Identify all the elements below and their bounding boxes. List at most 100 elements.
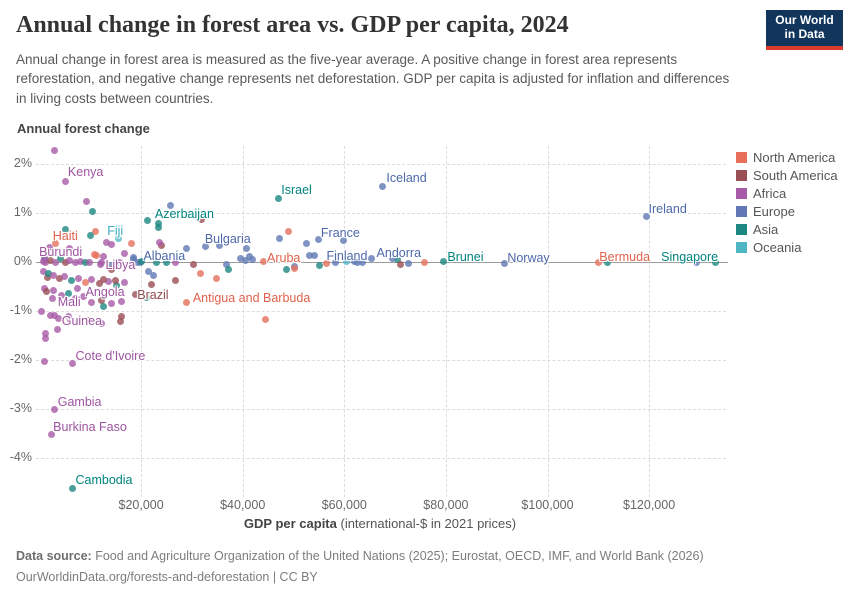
country-label-norway[interactable]: Norway — [507, 250, 550, 265]
data-point[interactable] — [100, 302, 107, 310]
data-point-burkina-faso[interactable] — [47, 430, 55, 438]
data-point[interactable] — [693, 258, 701, 266]
data-point[interactable] — [196, 269, 204, 277]
data-point[interactable] — [143, 294, 151, 302]
data-point[interactable] — [64, 313, 72, 321]
data-point[interactable] — [49, 286, 57, 294]
data-point[interactable] — [358, 258, 366, 266]
data-point[interactable] — [81, 278, 89, 286]
country-label-gambia[interactable]: Gambia — [57, 395, 102, 409]
country-label-iceland[interactable]: Iceland — [386, 171, 427, 186]
data-point[interactable] — [284, 228, 292, 236]
data-point[interactable] — [61, 272, 69, 280]
data-point-cambodia[interactable] — [69, 484, 77, 492]
legend-item-oceania[interactable]: Oceania — [736, 238, 838, 256]
data-point-brunei[interactable] — [439, 257, 447, 265]
data-point[interactable] — [183, 244, 191, 252]
data-point[interactable] — [128, 240, 136, 248]
country-label-bermuda[interactable]: Bermuda — [599, 250, 651, 264]
data-point[interactable] — [241, 256, 249, 264]
data-point[interactable] — [43, 288, 51, 296]
data-point-burundi[interactable] — [40, 254, 48, 262]
data-point[interactable] — [46, 244, 54, 252]
country-label-azerbaijan[interactable]: Azerbaijan — [154, 206, 214, 221]
country-label-cote-d-ivoire[interactable]: Cote d'Ivoire — [75, 348, 146, 363]
data-point[interactable] — [282, 266, 290, 274]
country-label-bulgaria[interactable]: Bulgaria — [204, 231, 251, 246]
data-point[interactable] — [113, 282, 121, 290]
data-point[interactable] — [54, 315, 62, 323]
data-point[interactable] — [121, 279, 129, 287]
data-point[interactable] — [97, 320, 105, 328]
data-point[interactable] — [342, 257, 350, 265]
data-point[interactable] — [41, 357, 49, 365]
data-point[interactable] — [163, 259, 170, 267]
country-label-burundi[interactable]: Burundi — [39, 245, 83, 260]
data-point[interactable] — [222, 261, 230, 269]
data-point[interactable] — [40, 268, 48, 276]
data-point[interactable] — [213, 274, 221, 282]
legend-item-south-america[interactable]: South America — [736, 166, 838, 184]
data-point[interactable] — [43, 273, 51, 281]
country-label-angola[interactable]: Angola — [85, 284, 125, 299]
legend-item-asia[interactable]: Asia — [736, 220, 838, 238]
data-point[interactable] — [46, 311, 54, 319]
data-point[interactable] — [108, 266, 116, 274]
data-point[interactable] — [100, 253, 107, 261]
country-label-albania[interactable]: Albania — [143, 249, 186, 264]
data-point[interactable] — [83, 198, 91, 206]
data-point-andorra[interactable] — [389, 255, 397, 263]
data-point[interactable] — [118, 312, 126, 320]
data-point-bermuda[interactable] — [594, 258, 602, 266]
data-point[interactable] — [236, 254, 244, 262]
country-label-brunei[interactable]: Brunei — [447, 250, 484, 265]
data-point[interactable] — [156, 238, 164, 246]
data-point[interactable] — [172, 258, 180, 266]
country-label-kenya[interactable]: Kenya — [67, 165, 104, 180]
data-point-gambia[interactable] — [51, 405, 59, 413]
data-point[interactable] — [189, 261, 197, 269]
owid-logo[interactable]: Our World in Data — [766, 10, 843, 50]
country-label-andorra[interactable]: Andorra — [376, 245, 422, 260]
data-point[interactable] — [50, 146, 58, 154]
data-point-cote-d-ivoire[interactable] — [69, 360, 77, 368]
data-point[interactable] — [404, 259, 412, 267]
data-point-fiji[interactable] — [114, 234, 122, 242]
data-point[interactable] — [396, 260, 404, 268]
data-point[interactable] — [41, 259, 49, 267]
data-point[interactable] — [116, 318, 124, 326]
data-point[interactable] — [76, 257, 84, 265]
data-point[interactable] — [103, 238, 111, 246]
country-label-singapore[interactable]: Singapore — [661, 250, 719, 264]
data-point[interactable] — [84, 316, 92, 324]
data-point-kenya[interactable] — [62, 177, 70, 185]
data-point[interactable] — [201, 243, 209, 251]
data-point[interactable] — [100, 275, 107, 283]
data-point[interactable] — [394, 256, 402, 264]
data-point[interactable] — [149, 271, 157, 279]
country-label-brazil[interactable]: Brazil — [137, 287, 169, 302]
country-label-finland[interactable]: Finland — [326, 249, 368, 264]
country-label-libya[interactable]: Libya — [105, 258, 136, 273]
data-point-bulgaria[interactable] — [216, 242, 224, 250]
country-label-mali[interactable]: Mali — [57, 294, 81, 309]
data-point[interactable] — [116, 258, 124, 266]
data-point[interactable] — [44, 270, 52, 278]
data-point[interactable] — [303, 239, 311, 247]
data-point[interactable] — [291, 264, 299, 272]
data-point[interactable] — [61, 259, 69, 267]
country-label-guinea[interactable]: Guinea — [61, 313, 103, 328]
data-point[interactable] — [306, 251, 314, 259]
country-label-israel[interactable]: Israel — [281, 183, 312, 198]
data-point[interactable] — [88, 275, 96, 283]
data-point-iceland[interactable] — [378, 182, 386, 190]
data-point-angola[interactable] — [74, 285, 82, 293]
data-point[interactable] — [171, 276, 179, 284]
country-label-haiti[interactable]: Haiti — [52, 229, 78, 244]
data-point[interactable] — [421, 258, 429, 266]
data-point[interactable] — [46, 256, 54, 264]
data-point[interactable] — [311, 251, 319, 259]
data-point-aruba[interactable] — [259, 257, 267, 265]
data-point[interactable] — [118, 297, 126, 305]
data-point[interactable] — [108, 241, 116, 249]
